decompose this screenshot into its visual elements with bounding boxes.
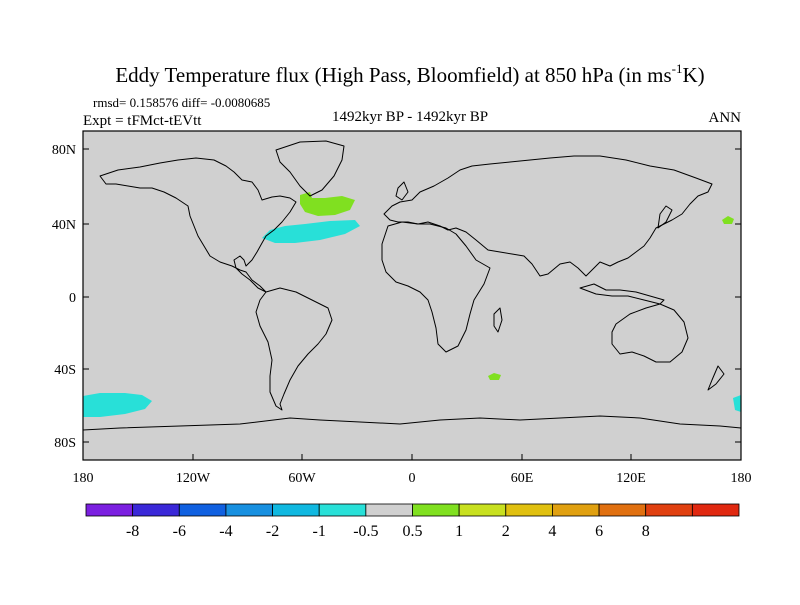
- colorbar-label: 4: [548, 523, 556, 540]
- colorbar-label: -6: [173, 523, 186, 540]
- fill-north-atlantic-negative: [262, 220, 360, 243]
- lon-label-0: 0: [409, 471, 416, 486]
- fill-north-atlantic-positive: [300, 192, 355, 216]
- colorbar-box: [318, 503, 367, 517]
- colorbar-box: [458, 503, 507, 517]
- coast-australia: [611, 303, 689, 363]
- coast-uk: [395, 181, 409, 201]
- colorbar-box: [225, 503, 273, 517]
- colorbar-box: [598, 503, 647, 517]
- fill-southern-ocean-positive: [488, 373, 501, 380]
- colorbar-box: [505, 503, 553, 517]
- fill-south-pacific-east-negative: [733, 395, 741, 412]
- coast-madagascar: [493, 307, 503, 333]
- colorbar-box: [645, 503, 693, 517]
- title-superscript: -1: [672, 61, 683, 76]
- lon-label-60w: 60W: [288, 471, 316, 486]
- lat-label-40s: 40S: [54, 363, 76, 378]
- coast-south-america: [255, 287, 333, 411]
- title-tail: K): [682, 63, 704, 87]
- map-ticks: [83, 148, 741, 460]
- coast-japan: [657, 205, 673, 229]
- colorbar-label: -0.5: [353, 523, 378, 540]
- season-label: ANN: [709, 110, 742, 126]
- colorbar-label: 8: [642, 523, 650, 540]
- lon-label-120w: 120W: [176, 471, 211, 486]
- colorbar-label: 0.5: [403, 523, 423, 540]
- map-panel: 80N 40N 0 40S 80S 180 120W 60W 0 60E 120…: [52, 130, 752, 486]
- coast-indonesia: [579, 283, 665, 305]
- colorbar-label: -2: [266, 523, 279, 540]
- colorbar-box: [85, 503, 134, 517]
- experiment-label: Expt = tFMct-tEVtt: [83, 113, 202, 129]
- lat-label-40n: 40N: [52, 218, 76, 233]
- map-background: [83, 131, 741, 460]
- colorbar: -8 -6 -4 -2 -1 -0.5 0.5 1 2 4 6 8: [85, 503, 740, 540]
- colorbar-box: [691, 503, 740, 517]
- fill-south-pacific-negative: [83, 393, 152, 417]
- colorbar-box: [178, 503, 227, 517]
- colorbar-box: [365, 503, 413, 517]
- coast-new-zealand: [707, 365, 725, 391]
- coastlines: [82, 140, 742, 431]
- title-main: Eddy Temperature flux (High Pass, Bloomf…: [115, 63, 671, 87]
- colorbar-box: [412, 503, 460, 517]
- longitude-labels: 180 120W 60W 0 60E 120E 180: [73, 471, 752, 486]
- figure-title: Eddy Temperature flux (High Pass, Bloomf…: [115, 61, 704, 87]
- lat-label-80s: 80S: [54, 436, 76, 451]
- lon-label-180w: 180: [73, 471, 94, 486]
- colorbar-box: [272, 503, 320, 517]
- lon-label-120e: 120E: [616, 471, 646, 486]
- colorbar-box: [132, 503, 180, 517]
- coast-greenland: [275, 140, 345, 197]
- colorbar-label: 6: [595, 523, 603, 540]
- lon-label-180e: 180: [731, 471, 752, 486]
- coast-eurasia: [383, 155, 713, 277]
- coast-antarctica: [82, 415, 742, 431]
- colorbar-label: -4: [219, 523, 232, 540]
- lat-label-80n: 80N: [52, 143, 76, 158]
- stats-label: rmsd= 0.158576 diff= -0.0080685: [93, 95, 270, 110]
- colorbar-boxes: [85, 503, 740, 517]
- colorbar-label: 1: [455, 523, 463, 540]
- period-label: 1492kyr BP - 1492kyr BP: [332, 109, 488, 125]
- lon-label-60e: 60E: [511, 471, 534, 486]
- colorbar-box: [552, 503, 600, 517]
- colorbar-label: -8: [126, 523, 139, 540]
- latitude-labels: 80N 40N 0 40S 80S: [52, 143, 76, 451]
- fill-north-pacific-positive: [722, 216, 734, 224]
- colorbar-labels: -8 -6 -4 -2 -1 -0.5 0.5 1 2 4 6 8: [126, 523, 650, 540]
- lat-label-0: 0: [69, 291, 76, 306]
- coast-africa: [381, 221, 491, 353]
- colorbar-label: 2: [502, 523, 510, 540]
- colorbar-label: -1: [313, 523, 326, 540]
- coast-north-america: [99, 157, 297, 293]
